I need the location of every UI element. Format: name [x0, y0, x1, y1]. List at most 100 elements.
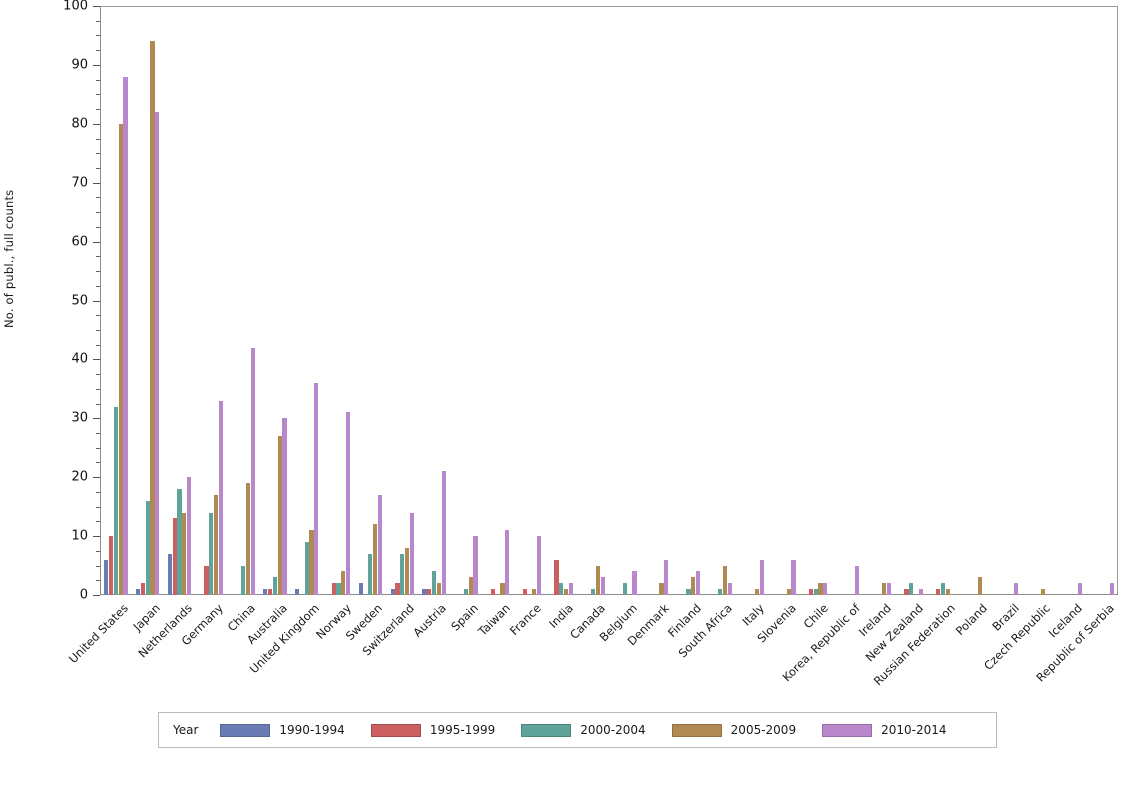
bars-layer — [100, 6, 1118, 595]
bar-group — [900, 6, 923, 595]
legend-item[interactable]: 2005-2009 — [671, 723, 797, 737]
bar — [945, 589, 950, 595]
legend-item[interactable]: 1990-1994 — [220, 723, 345, 737]
y-axis-title: No. of publ., full counts — [2, 189, 16, 328]
bar — [691, 577, 696, 595]
bar — [209, 512, 214, 595]
legend-item[interactable]: 1995-1999 — [370, 723, 496, 737]
bar — [754, 589, 760, 595]
bar — [718, 589, 723, 595]
bar-group — [740, 6, 764, 595]
legend-title: Year — [173, 723, 199, 737]
y-tick-mark — [93, 123, 100, 125]
bar — [977, 577, 982, 595]
bar — [277, 435, 282, 595]
bar — [314, 382, 319, 595]
legend-swatch — [822, 723, 873, 737]
bar — [241, 565, 246, 595]
y-minor-tick-mark — [96, 550, 100, 552]
y-tick-mark — [93, 300, 100, 302]
y-minor-tick-mark — [96, 403, 100, 405]
bar — [1014, 583, 1019, 595]
legend-item[interactable]: 2000-2004 — [521, 723, 646, 737]
bar — [304, 542, 309, 595]
bar — [595, 565, 600, 595]
y-minor-tick-mark — [96, 433, 100, 435]
y-tick-mark — [93, 182, 100, 184]
y-minor-tick-mark — [96, 285, 100, 287]
bar-chart: No. of publ., full counts 0 10 20 30 40 50 60 7… — [2, 0, 1118, 748]
bar-group — [963, 6, 986, 595]
bar — [172, 518, 177, 595]
bar — [813, 589, 818, 595]
bar — [282, 418, 287, 595]
bar — [309, 530, 314, 595]
y-minor-tick-mark — [96, 167, 100, 169]
legend-swatch — [521, 723, 572, 737]
legend-items: 1990-1994 1995-1999 2000-2004 2005-2009 2010… — [220, 723, 972, 737]
y-tick-mark — [93, 359, 100, 361]
bar-group — [486, 6, 510, 595]
bar — [123, 76, 128, 595]
y-tick-label: 0 — [79, 587, 88, 603]
bar — [404, 547, 410, 595]
bar — [373, 524, 378, 595]
bar — [263, 589, 268, 595]
bar — [427, 589, 432, 595]
legend: Year 1990-1994 1995-1999 2000-2004 2005-200… — [158, 712, 997, 748]
y-tick-mark — [93, 64, 100, 66]
bar — [204, 565, 209, 595]
bar-group — [167, 6, 192, 595]
bar — [855, 565, 860, 595]
y-axis-line — [100, 6, 101, 595]
y-minor-tick-mark — [96, 20, 100, 22]
y-minor-tick-mark — [96, 50, 100, 52]
bar — [441, 471, 446, 595]
y-minor-tick-mark — [96, 580, 100, 582]
y-tick-mark — [93, 241, 100, 243]
legend-label: 1995-1999 — [429, 723, 496, 737]
bar — [568, 583, 573, 595]
bar — [554, 559, 559, 595]
bar — [145, 500, 150, 595]
y-tick-mark — [93, 418, 100, 420]
bar — [182, 512, 187, 595]
y-minor-tick-mark — [96, 344, 100, 346]
bar-group — [136, 6, 160, 595]
bar-group — [645, 6, 669, 595]
y-tick-label: 30 — [71, 410, 88, 426]
bar — [808, 589, 814, 595]
bar — [696, 571, 701, 595]
bar — [368, 553, 373, 595]
y-tick-mark — [93, 536, 100, 538]
y-minor-tick-mark — [96, 388, 100, 390]
bar-group — [518, 6, 542, 595]
bar — [268, 589, 273, 595]
bar — [331, 583, 336, 595]
bar-group — [422, 6, 446, 595]
y-minor-tick-mark — [96, 35, 100, 37]
bar — [377, 494, 383, 595]
y-tick-label: 90 — [71, 57, 88, 73]
y-minor-tick-mark — [96, 521, 100, 523]
bar — [140, 583, 145, 595]
bar — [490, 589, 495, 595]
bar-group — [390, 6, 414, 595]
y-tick-mark — [93, 477, 100, 479]
bar — [600, 577, 605, 595]
y-minor-tick-mark — [96, 109, 100, 111]
legend-label: 2005-2009 — [730, 723, 797, 737]
bar-group — [358, 6, 383, 595]
y-minor-tick-mark — [96, 491, 100, 493]
bar-group — [836, 6, 860, 595]
legend-item[interactable]: 2010-2014 — [822, 723, 947, 737]
bar — [395, 583, 400, 595]
bar-group — [327, 6, 351, 595]
bar — [422, 589, 427, 595]
bar — [918, 589, 923, 595]
bar — [336, 583, 341, 595]
y-minor-tick-mark — [96, 212, 100, 214]
bar-group — [263, 6, 287, 595]
bar — [118, 123, 123, 595]
y-tick-mark — [93, 6, 100, 7]
